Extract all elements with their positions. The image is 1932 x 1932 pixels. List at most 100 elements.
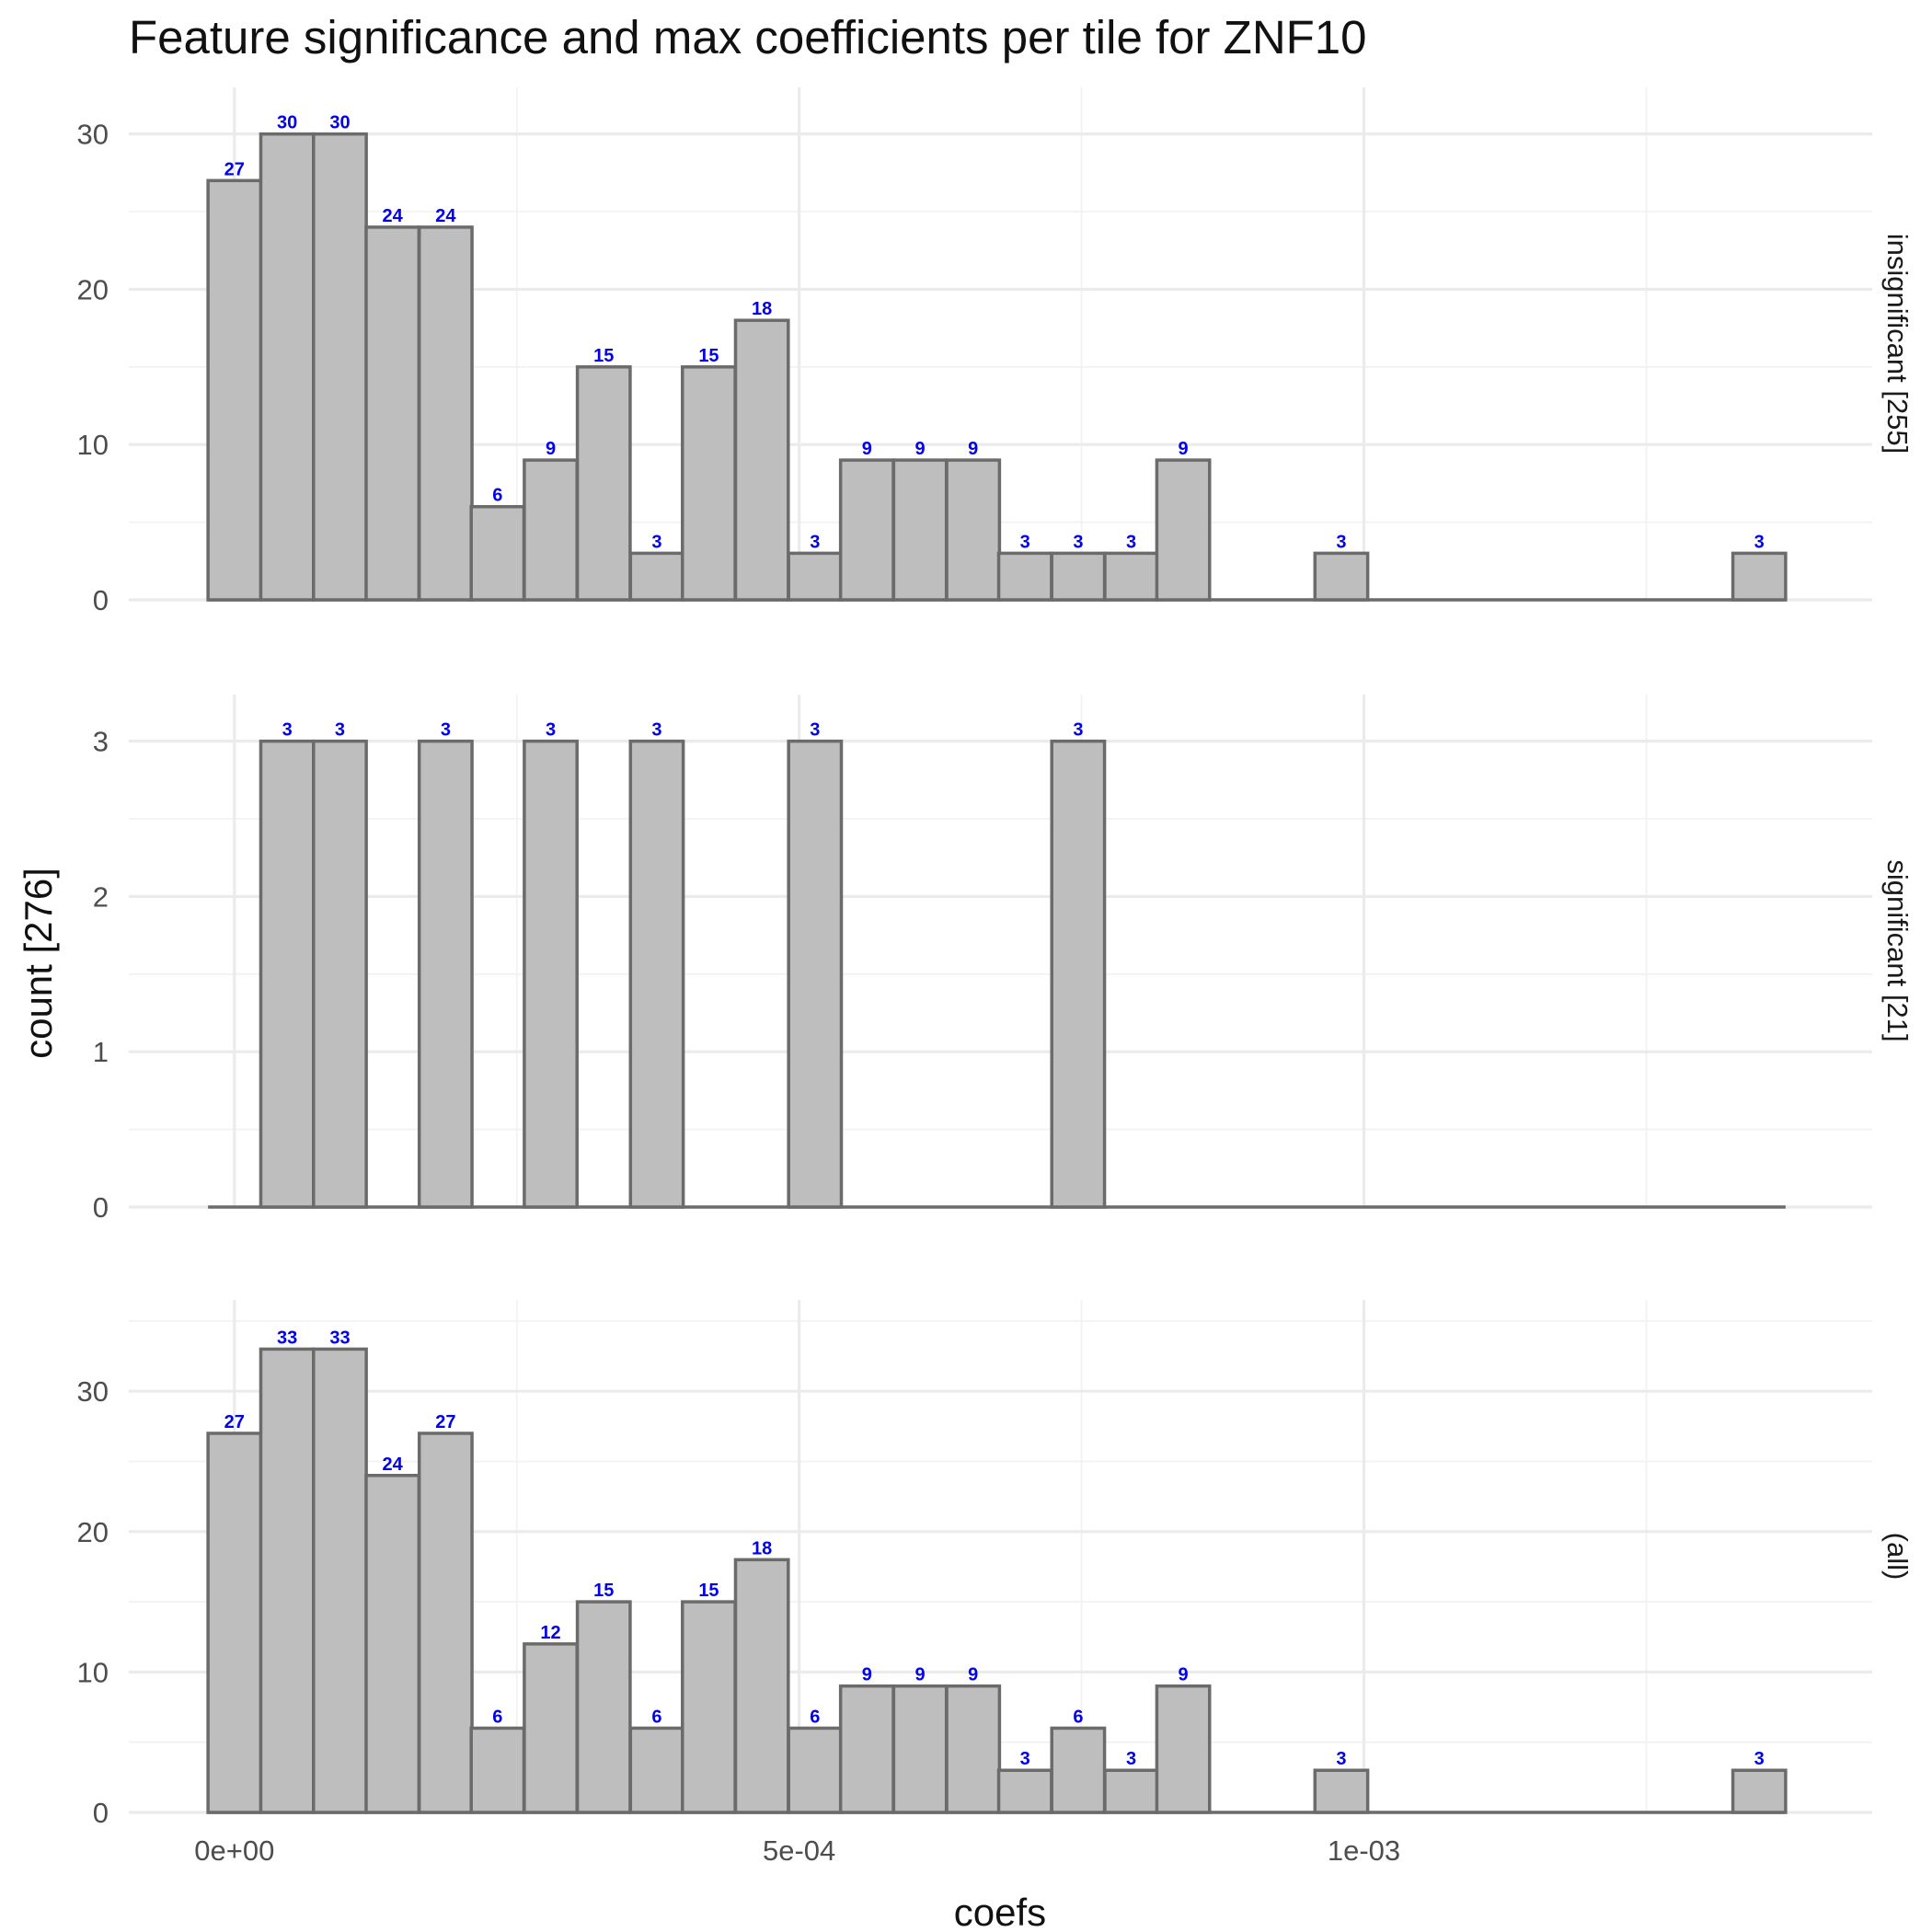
- bar-value-label: 9: [862, 439, 872, 459]
- histogram-bar: [996, 551, 1053, 602]
- y-tick-label: 20: [77, 273, 109, 305]
- bar-value-label: 18: [752, 1538, 772, 1558]
- y-tick-label: 0: [93, 584, 109, 616]
- bar-value-label: 3: [810, 532, 820, 552]
- bar-value-label: 9: [862, 1665, 872, 1685]
- bar-value-label: 3: [546, 720, 556, 741]
- histogram-bar: [364, 1474, 421, 1814]
- histogram-bar: [1050, 1726, 1107, 1814]
- histogram-bar: [312, 132, 368, 602]
- x-axis-label: coefs: [954, 1891, 1046, 1932]
- y-tick-label: 3: [93, 726, 109, 758]
- facet-strip-label: significant [21]: [1881, 859, 1914, 1041]
- histogram-bar: [206, 1432, 263, 1814]
- y-tick-label: 0: [93, 1797, 109, 1829]
- bar-value-label: 3: [1754, 1749, 1765, 1769]
- histogram-bar: [891, 458, 949, 602]
- bar-value-label: 9: [1179, 439, 1189, 459]
- bar-value-label: 3: [441, 720, 451, 741]
- histogram-bar: [312, 739, 368, 1209]
- bar-value-label: 3: [1073, 532, 1083, 552]
- bar-value-label: 27: [224, 1412, 245, 1432]
- histogram-bar: [575, 1600, 632, 1814]
- facet-strip-label: (all): [1881, 1533, 1914, 1581]
- y-tick-label: 1: [93, 1036, 109, 1068]
- bar-value-label: 3: [1073, 720, 1083, 741]
- histogram-bar: [1050, 551, 1107, 602]
- bar-value-label: 33: [277, 1328, 297, 1348]
- histogram-bar: [417, 739, 474, 1209]
- bar-value-label: 9: [968, 439, 978, 459]
- bar-value-label: 3: [1126, 532, 1136, 552]
- histogram-bar: [945, 1684, 1002, 1814]
- histogram-bar: [364, 225, 421, 602]
- bar-value-label: 9: [914, 439, 925, 459]
- bar-value-label: 30: [329, 113, 350, 133]
- histogram-bar: [206, 178, 263, 602]
- histogram-bar: [259, 739, 316, 1209]
- bar-value-label: 3: [1020, 532, 1030, 552]
- facet-strip-label: insignificant [255]: [1881, 234, 1914, 454]
- histogram-bar: [469, 1726, 526, 1814]
- histogram-bar: [996, 1768, 1053, 1814]
- chart-title: Feature significance and max coefficient…: [129, 11, 1367, 63]
- bar-value-label: 9: [1179, 1665, 1189, 1685]
- bar-value-label: 3: [810, 720, 820, 741]
- histogram-bar: [523, 458, 579, 602]
- bar-value-label: 3: [1126, 1749, 1136, 1769]
- histogram-bar: [733, 1558, 790, 1814]
- histogram-bar: [1155, 458, 1212, 602]
- y-tick-label: 30: [77, 1375, 109, 1408]
- bar-value-label: 3: [1336, 1749, 1346, 1769]
- bar-value-label: 3: [1336, 532, 1346, 552]
- bar-value-label: 6: [651, 1707, 661, 1727]
- bar-value-label: 9: [914, 1665, 925, 1685]
- bar-value-label: 18: [752, 299, 772, 319]
- histogram-bar: [891, 1684, 949, 1814]
- bar-value-label: 6: [492, 1707, 502, 1727]
- histogram-bar: [681, 1600, 737, 1814]
- y-tick-label: 0: [93, 1191, 109, 1224]
- bar-value-label: 33: [329, 1328, 350, 1348]
- bar-value-label: 15: [593, 346, 614, 366]
- histogram-bar: [787, 1726, 844, 1814]
- histogram-bar: [1731, 551, 1788, 602]
- histogram-bar: [575, 365, 632, 602]
- bar-value-label: 15: [593, 1581, 614, 1601]
- histogram-bar: [1313, 551, 1370, 602]
- bar-value-label: 3: [651, 532, 661, 552]
- facet-panel: 0 10 20 30 27 30 30 24 24 6 9 15 3 15 18 3 9 9 9 3 3 3 9 3 3 insi…: [77, 87, 1914, 616]
- histogram-bar: [787, 739, 844, 1209]
- histogram-bar: [628, 551, 685, 602]
- bar-value-label: 3: [335, 720, 345, 741]
- y-tick-label: 30: [77, 119, 109, 151]
- bar-value-label: 24: [383, 1455, 404, 1475]
- bar-value-label: 3: [1754, 532, 1765, 552]
- histogram-bar: [838, 458, 895, 602]
- histogram-bar: [945, 458, 1002, 602]
- histogram-bar: [1313, 1768, 1370, 1814]
- histogram-bar: [417, 1432, 474, 1814]
- facet-panel: 0 1 2 3 3 3 3 3 3 3 3 significant [21]: [93, 695, 1914, 1224]
- bar-value-label: 12: [540, 1623, 560, 1643]
- bar-value-label: 3: [1020, 1749, 1030, 1769]
- histogram-bar: [1103, 551, 1160, 602]
- histogram-bar: [1155, 1684, 1212, 1814]
- bar-value-label: 27: [435, 1412, 455, 1432]
- x-tick-label: 1e-03: [1328, 1834, 1400, 1867]
- y-axis-label: count [276]: [17, 868, 60, 1059]
- bar-value-label: 3: [651, 720, 661, 741]
- histogram-bar: [417, 225, 474, 602]
- histogram-bar: [681, 365, 737, 602]
- histogram-bar: [1050, 739, 1107, 1209]
- bar-value-label: 15: [698, 1581, 719, 1601]
- bar-value-label: 15: [698, 346, 719, 366]
- bar-value-label: 30: [277, 113, 297, 133]
- bar-value-label: 9: [546, 439, 556, 459]
- bar-value-label: 6: [1073, 1707, 1083, 1727]
- histogram-bar: [523, 739, 579, 1209]
- x-tick-label: 0e+00: [194, 1834, 274, 1867]
